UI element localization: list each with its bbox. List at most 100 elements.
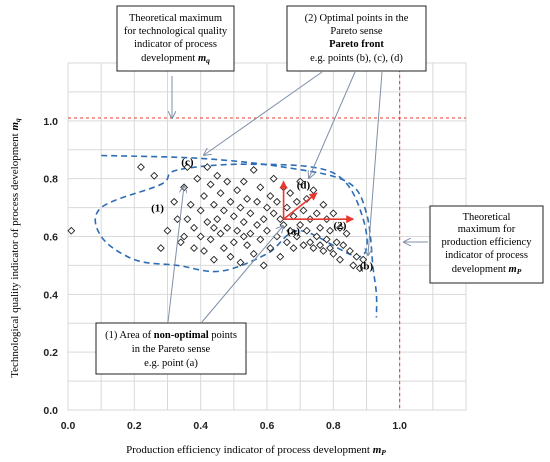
y-tick-label: 0.4 xyxy=(43,289,58,301)
point-label: (2) xyxy=(334,220,347,232)
scatter-point xyxy=(213,215,222,224)
point-label: (1) xyxy=(151,203,164,215)
callout-optimal-line3: Pareto front xyxy=(329,39,384,50)
x-axis-title: Production efficiency indicator of proce… xyxy=(126,444,386,457)
point-label: (c) xyxy=(181,156,194,168)
scatter-point xyxy=(233,226,242,235)
scatter-point xyxy=(203,163,212,172)
scatter-point xyxy=(239,177,248,186)
scatter-point xyxy=(292,232,301,241)
callout-non-optimal-line2: in the Pareto sense xyxy=(132,344,211,355)
x-tick-label: 0.4 xyxy=(193,420,208,432)
scatter-point xyxy=(276,215,285,224)
scatter-point xyxy=(229,238,238,247)
scatter-point xyxy=(246,209,255,218)
y-tick-label: 0.2 xyxy=(43,347,58,359)
scatter-point xyxy=(253,220,261,229)
scatter-point xyxy=(206,235,215,244)
scatter-point xyxy=(296,177,305,186)
scatter-point xyxy=(173,215,182,224)
scatter-point xyxy=(302,226,311,235)
x-tick-label: 0.0 xyxy=(61,420,76,432)
leader-optimal-d xyxy=(309,71,356,178)
y-tick-label: 1.0 xyxy=(43,116,58,128)
scatter-point xyxy=(256,183,265,192)
callout-p-max-line4: indicator of process xyxy=(445,250,528,261)
scatter-point xyxy=(200,192,208,200)
scatter-point xyxy=(200,247,208,255)
scatter-point xyxy=(219,206,228,215)
leader-non-optimal-a xyxy=(201,226,283,323)
scatter-point xyxy=(352,252,361,261)
scatter-point xyxy=(273,197,281,206)
callout-optimal: (2) Optimal points in the Pareto sense P… xyxy=(286,5,427,72)
scatter-point xyxy=(226,252,235,261)
scatter-point xyxy=(186,200,195,209)
scatter-point xyxy=(196,232,205,241)
scatter-point xyxy=(355,264,364,273)
scatter-point xyxy=(150,171,159,180)
scatter-point xyxy=(289,244,298,253)
scatter-point xyxy=(306,238,315,247)
scatter-point xyxy=(332,238,341,247)
scatter-point xyxy=(183,163,192,172)
scatter-point xyxy=(193,174,202,183)
scatter-point xyxy=(336,223,344,232)
callout-non-optimal-line1: (1) Area of non-optimal points xyxy=(105,330,237,341)
scatter-point xyxy=(249,166,258,174)
scatter-point xyxy=(259,215,268,224)
scatter-point xyxy=(163,226,172,235)
scatter-point xyxy=(216,229,225,238)
scatter-point xyxy=(156,244,165,253)
x-tick-label: 1.0 xyxy=(392,420,407,432)
x-tick-labels: 0.0 0.2 0.4 0.6 0.8 1.0 xyxy=(61,420,407,432)
callout-q-max: Theoretical maximum for technological qu… xyxy=(116,5,235,72)
leader-non-optimal-region xyxy=(167,186,184,323)
y-tick-label: 0.6 xyxy=(43,232,58,244)
callout-q-max-line2: for technological quality xyxy=(124,26,228,37)
scatter-point xyxy=(339,241,348,250)
scatter-point xyxy=(183,215,192,224)
callout-optimal-line1: (2) Optimal points in the xyxy=(305,13,409,24)
scatter-point xyxy=(319,200,328,209)
callout-p-max-line1: Theoretical xyxy=(463,212,511,223)
scatter-point xyxy=(316,241,325,250)
point-label: (a) xyxy=(287,226,300,238)
scatter-point xyxy=(190,244,198,253)
callout-q-max-line3: indicator of process xyxy=(134,39,217,50)
scatter-point xyxy=(329,249,338,258)
callout-q-max-line1: Theoretical maximum xyxy=(129,13,222,24)
scatter-point xyxy=(256,235,265,244)
scatter-point xyxy=(239,232,248,241)
y-tick-label: 0.0 xyxy=(43,405,58,417)
scatter-point xyxy=(209,255,218,264)
callout-non-optimal: (1) Area of non-optimal points in the Pa… xyxy=(95,322,247,375)
scatter-point xyxy=(223,223,232,232)
scatter-point xyxy=(229,212,238,221)
scatter-point xyxy=(243,194,252,203)
x-tick-label: 0.2 xyxy=(127,420,142,432)
scatter-point xyxy=(329,209,338,218)
scatter-point xyxy=(236,203,245,212)
scatter-point xyxy=(359,255,368,264)
scatter-point xyxy=(213,171,222,180)
y-axis-title: Technological quality indicator of proce… xyxy=(9,118,22,378)
scatter-point xyxy=(322,235,331,244)
scatter-point xyxy=(226,197,235,206)
scatter-point xyxy=(249,249,258,258)
improvement-vector xyxy=(283,192,318,220)
scatter-point xyxy=(286,226,295,235)
scatter-point xyxy=(259,261,268,270)
leader-optimal-b xyxy=(368,71,383,255)
scatter-point xyxy=(196,206,205,215)
callout-p-max: Theoretical maximum for production effic… xyxy=(429,205,544,284)
scatter-point xyxy=(319,247,328,255)
scatter-point xyxy=(67,226,76,235)
x-tick-label: 0.8 xyxy=(326,420,341,432)
scatter-point xyxy=(326,226,334,235)
callout-p-max-line2: maximum for xyxy=(458,224,516,235)
scatter-point xyxy=(299,206,308,215)
leader-optimal-c xyxy=(204,71,323,155)
scatter-point xyxy=(326,244,334,253)
